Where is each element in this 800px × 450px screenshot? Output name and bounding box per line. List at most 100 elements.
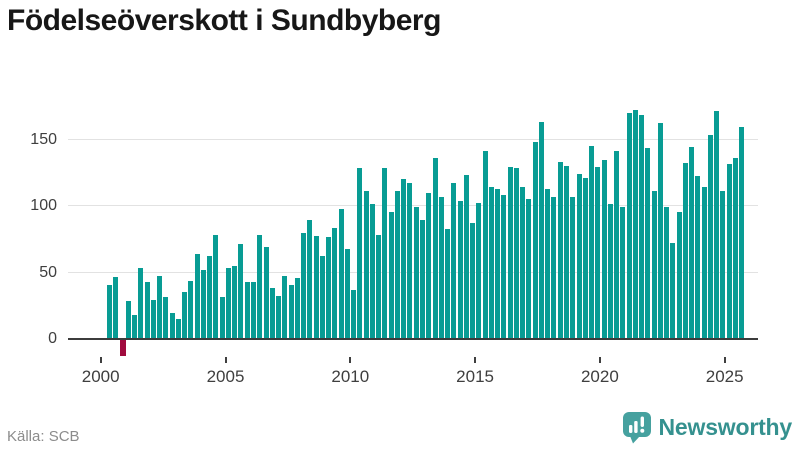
bar xyxy=(670,242,676,338)
bar xyxy=(582,177,588,338)
bar xyxy=(676,212,682,338)
bar xyxy=(225,267,231,338)
bar xyxy=(695,176,701,338)
x-axis-label: 2010 xyxy=(331,367,370,386)
y-axis-label: 0 xyxy=(48,330,57,347)
bar xyxy=(576,173,582,338)
bar xyxy=(119,340,126,356)
bar xyxy=(739,127,745,338)
bar xyxy=(344,249,350,338)
bar xyxy=(639,115,645,338)
bar xyxy=(532,141,538,338)
bar xyxy=(388,212,394,338)
bar xyxy=(351,290,357,338)
newsworthy-wordmark: Newsworthy xyxy=(658,414,793,440)
bar xyxy=(276,295,282,338)
x-axis-label: 2015 xyxy=(456,367,494,386)
bar xyxy=(438,197,444,338)
bar xyxy=(482,151,488,338)
bar xyxy=(664,206,670,338)
y-axis-label: 50 xyxy=(39,263,57,281)
bar xyxy=(513,168,519,338)
bar xyxy=(232,266,238,338)
chart-title: Födelseöverskott i Sundbyberg xyxy=(7,4,441,37)
bar xyxy=(338,209,344,338)
x-axis-tick xyxy=(474,357,477,363)
bar xyxy=(288,284,294,338)
bar xyxy=(426,193,432,338)
bar xyxy=(157,275,163,338)
gridline xyxy=(68,271,758,273)
bar xyxy=(294,278,300,338)
bar xyxy=(595,166,601,338)
bar xyxy=(432,157,438,338)
bar xyxy=(714,111,720,338)
x-axis-tick xyxy=(349,357,352,363)
bar xyxy=(626,112,632,338)
x-axis-line xyxy=(68,338,758,340)
bar xyxy=(238,243,244,338)
bar xyxy=(495,189,501,338)
bar xyxy=(614,151,620,338)
gridline xyxy=(68,205,758,207)
bar xyxy=(501,194,507,338)
bar xyxy=(470,222,476,338)
gridline xyxy=(68,139,758,141)
bar xyxy=(589,145,595,338)
bar xyxy=(307,219,313,338)
x-axis-tick xyxy=(723,357,726,363)
bar xyxy=(175,319,181,338)
bar xyxy=(507,166,513,338)
bar xyxy=(657,123,663,338)
bar xyxy=(263,246,269,338)
bar xyxy=(620,206,626,338)
bar xyxy=(451,182,457,338)
x-axis-label: 2020 xyxy=(580,367,619,386)
x-axis-label: 2005 xyxy=(206,367,245,386)
bar xyxy=(551,197,557,338)
x-axis-tick xyxy=(224,357,227,363)
x-axis-label: 2000 xyxy=(81,367,120,386)
bar xyxy=(733,157,738,338)
bar xyxy=(394,190,400,338)
bar xyxy=(701,186,707,338)
bar xyxy=(169,312,175,338)
x-axis-tick xyxy=(99,357,102,363)
bar xyxy=(376,234,382,338)
bar xyxy=(250,282,256,338)
bar xyxy=(651,190,657,338)
bar xyxy=(244,282,250,338)
bar xyxy=(301,233,307,338)
bar xyxy=(557,161,563,338)
bar xyxy=(207,255,213,338)
bar xyxy=(538,121,544,338)
bar xyxy=(357,168,363,338)
bar xyxy=(726,164,732,338)
bar xyxy=(382,168,388,338)
bar xyxy=(132,315,138,338)
bar xyxy=(257,234,263,338)
bar xyxy=(488,186,494,338)
bar xyxy=(319,255,325,338)
source-label: Källa: SCB xyxy=(7,428,80,445)
bar xyxy=(420,219,425,338)
x-axis-label: 2025 xyxy=(705,367,744,386)
newsworthy-logo[interactable]: Newsworthy xyxy=(622,411,792,444)
bar xyxy=(163,296,169,338)
bar xyxy=(720,190,726,338)
bar xyxy=(113,277,119,338)
bar xyxy=(107,284,112,338)
bar xyxy=(219,296,225,338)
y-axis-label: 100 xyxy=(30,197,57,215)
bar xyxy=(182,291,188,338)
bar xyxy=(144,282,150,338)
bar xyxy=(463,174,469,338)
bar xyxy=(413,206,419,338)
bar xyxy=(707,135,713,338)
bar xyxy=(150,299,156,338)
bar xyxy=(125,300,131,338)
bar xyxy=(563,165,569,338)
bar xyxy=(213,234,219,338)
bar xyxy=(200,270,206,338)
bar xyxy=(545,189,551,338)
